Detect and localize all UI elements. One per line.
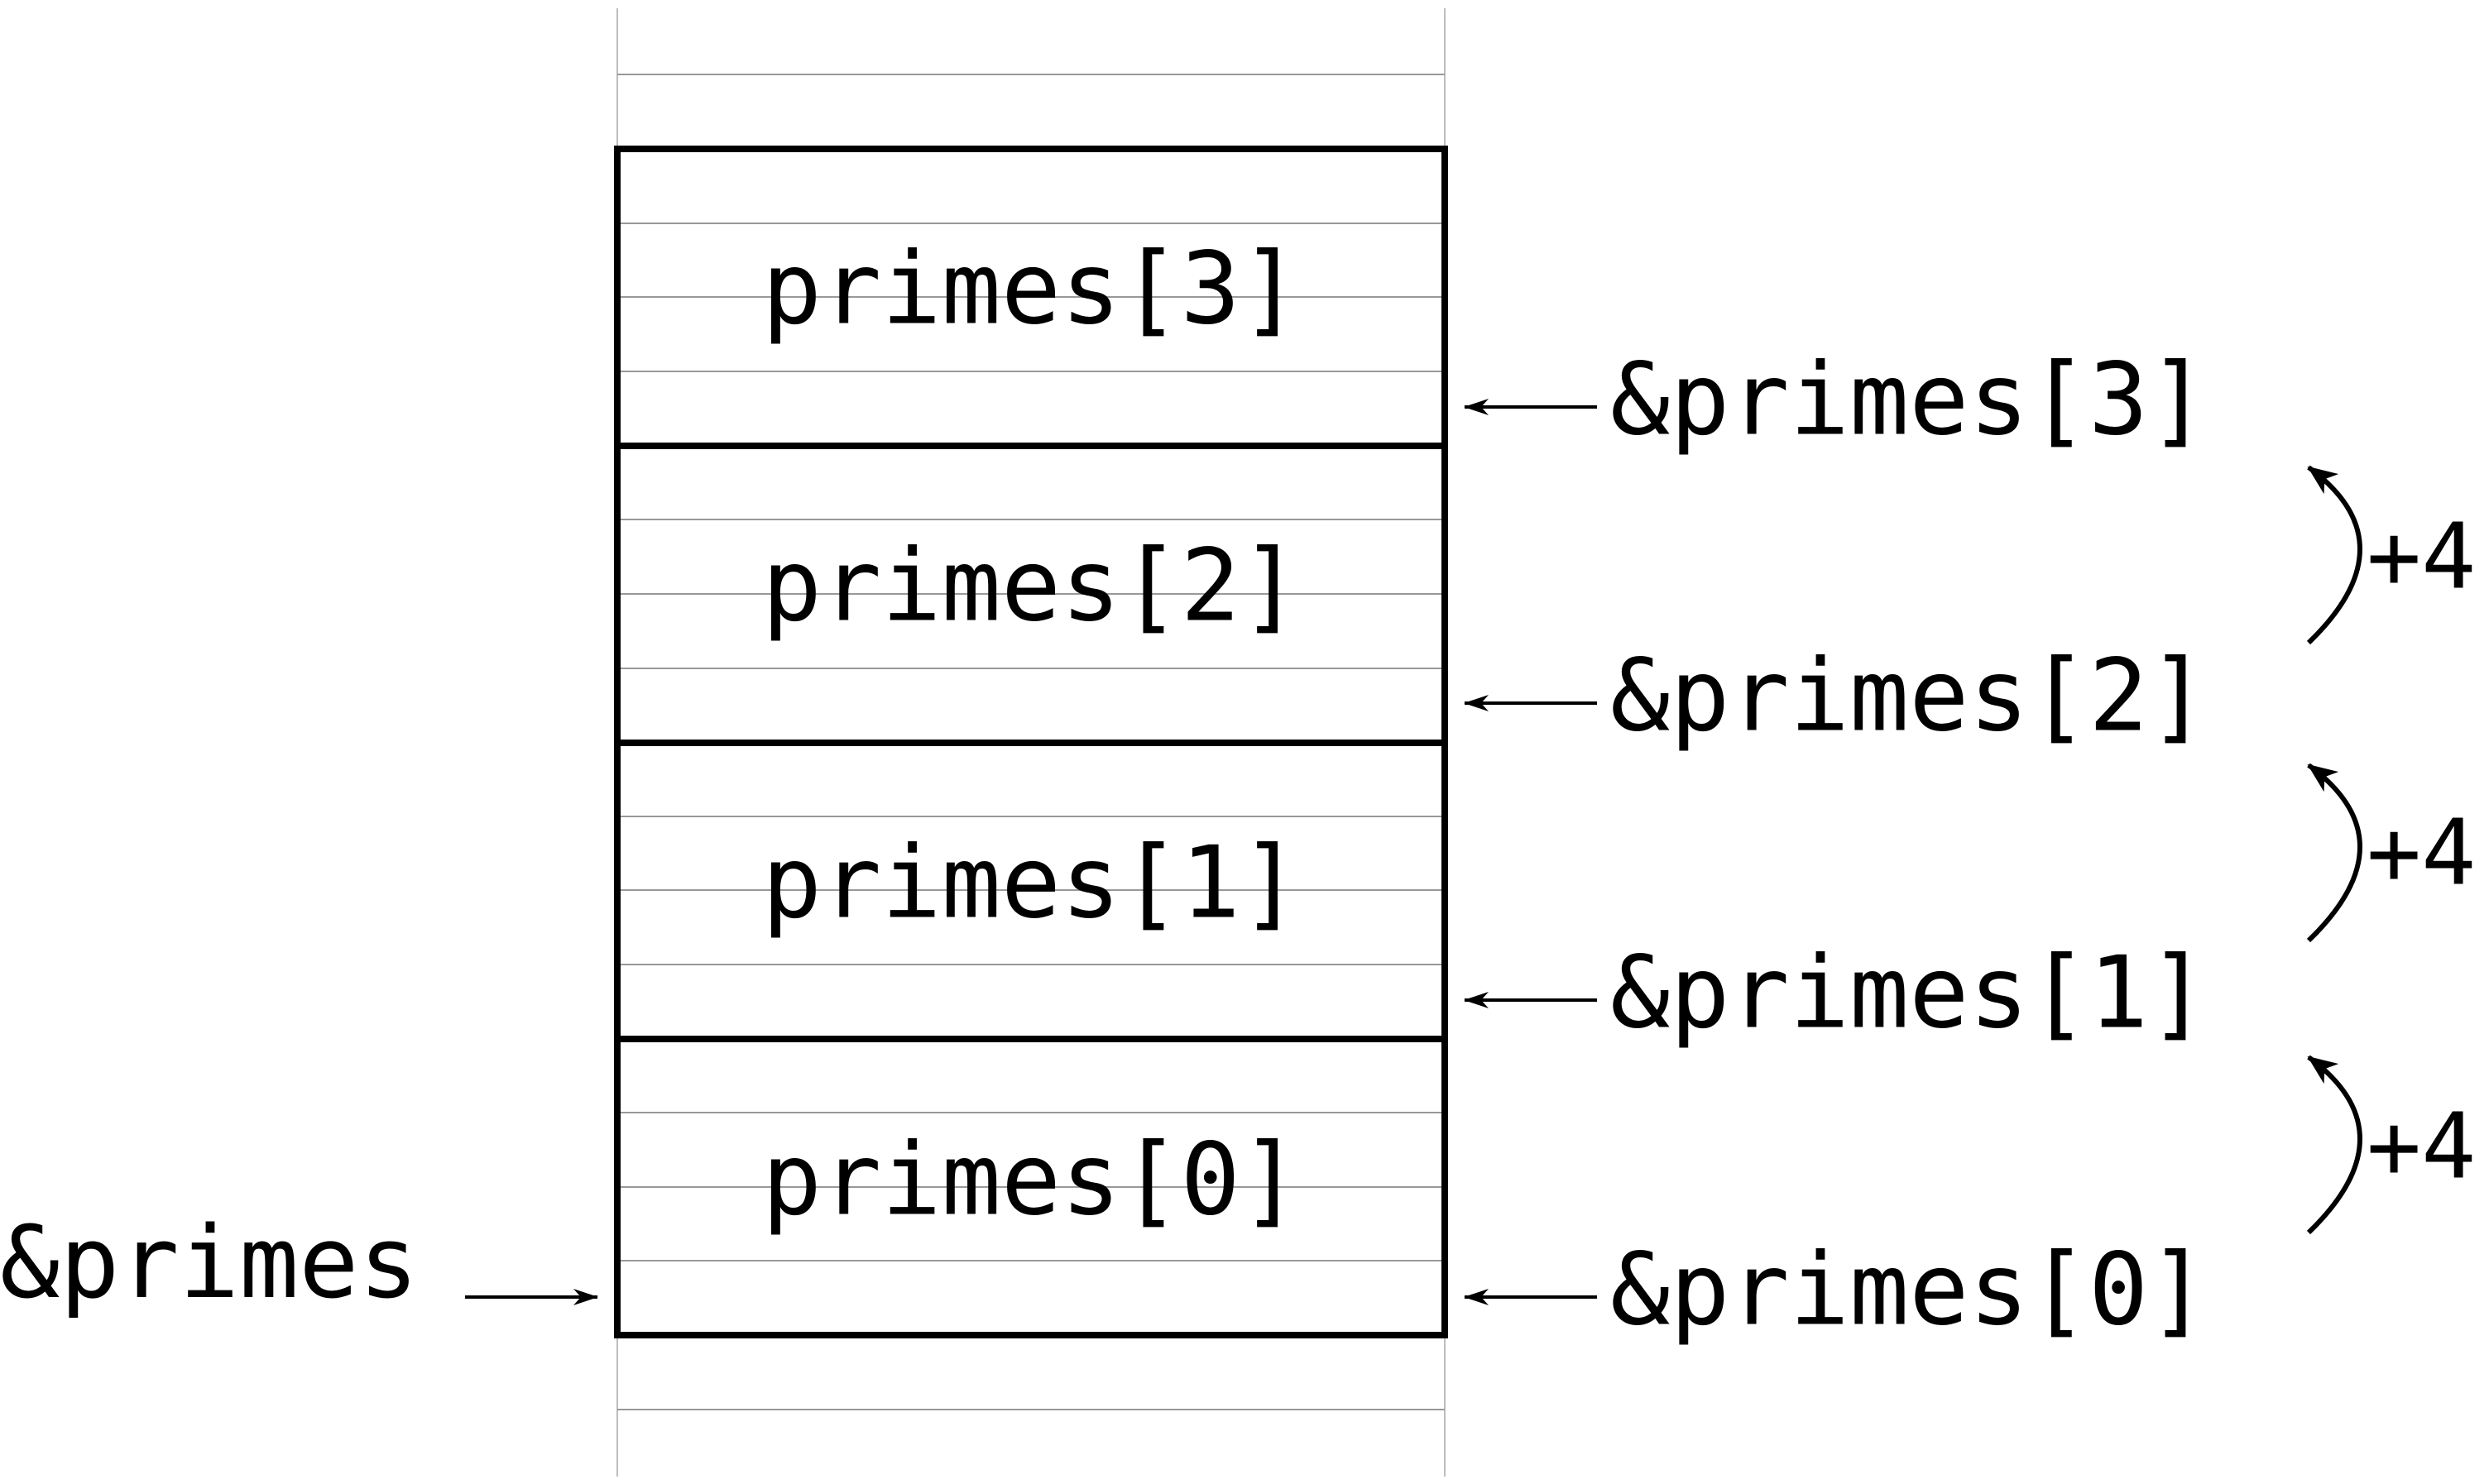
byte-dividers (617, 74, 1445, 1410)
address-label-2: &primes[2] (1610, 639, 2208, 754)
address-label-1: &primes[1] (1610, 936, 2208, 1051)
cell-label-primes-1: primes[1] (762, 826, 1300, 941)
increment-arrow-0-to-1 (2306, 1055, 2362, 1235)
address-label-0: &primes[0] (1610, 1233, 2208, 1348)
cell-label-primes-3: primes[3] (762, 232, 1300, 347)
offset-label-2-to-3: +4 (2367, 503, 2476, 609)
increment-arrow-1-to-2 (2306, 763, 2362, 943)
increment-arrow-2-to-3 (2306, 465, 2362, 645)
cell-primes-0 (614, 1036, 1448, 1338)
cell-label-primes-2: primes[2] (762, 529, 1300, 644)
cell-label-primes-0: primes[0] (762, 1123, 1300, 1238)
offset-label-1-to-2: +4 (2367, 799, 2476, 905)
base-pointer-label: &primes (0, 1206, 419, 1321)
address-label-3: &primes[3] (1610, 343, 2208, 458)
offset-label-0-to-1: +4 (2367, 1093, 2476, 1199)
